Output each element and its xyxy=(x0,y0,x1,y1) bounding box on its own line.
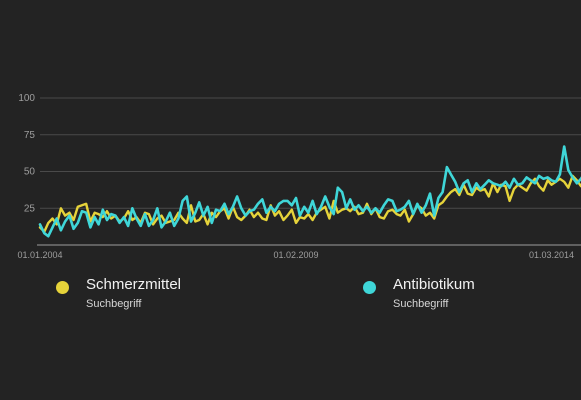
legend-subtitle-schmerzmittel: Suchbegriff xyxy=(86,298,142,310)
legend-marker-antibiotikum xyxy=(363,281,376,294)
x-axis: 01.01.2004 01.02.2009 01.03.2014 xyxy=(17,244,581,260)
legend-subtitle-antibiotikum: Suchbegriff xyxy=(393,298,449,310)
legend-label-antibiotikum: Antibiotikum xyxy=(393,276,475,293)
series-line-antibiotikum xyxy=(38,145,581,238)
x-tick-label-1: 01.02.2009 xyxy=(274,250,319,260)
legend-marker-schmerzmittel xyxy=(56,281,69,294)
x-tick-label-2: 01.03.2014 xyxy=(529,250,574,260)
legend-label-schmerzmittel: Schmerzmittel xyxy=(86,276,182,293)
y-tick-label-100: 100 xyxy=(18,93,35,104)
x-tick-label-0: 01.01.2004 xyxy=(17,250,62,260)
y-tick-label-50: 50 xyxy=(24,167,36,178)
y-tick-label-25: 25 xyxy=(24,203,36,214)
series-layer xyxy=(38,145,581,238)
grid-layer: 25 50 75 100 xyxy=(18,93,581,214)
y-tick-label-75: 75 xyxy=(24,130,36,141)
